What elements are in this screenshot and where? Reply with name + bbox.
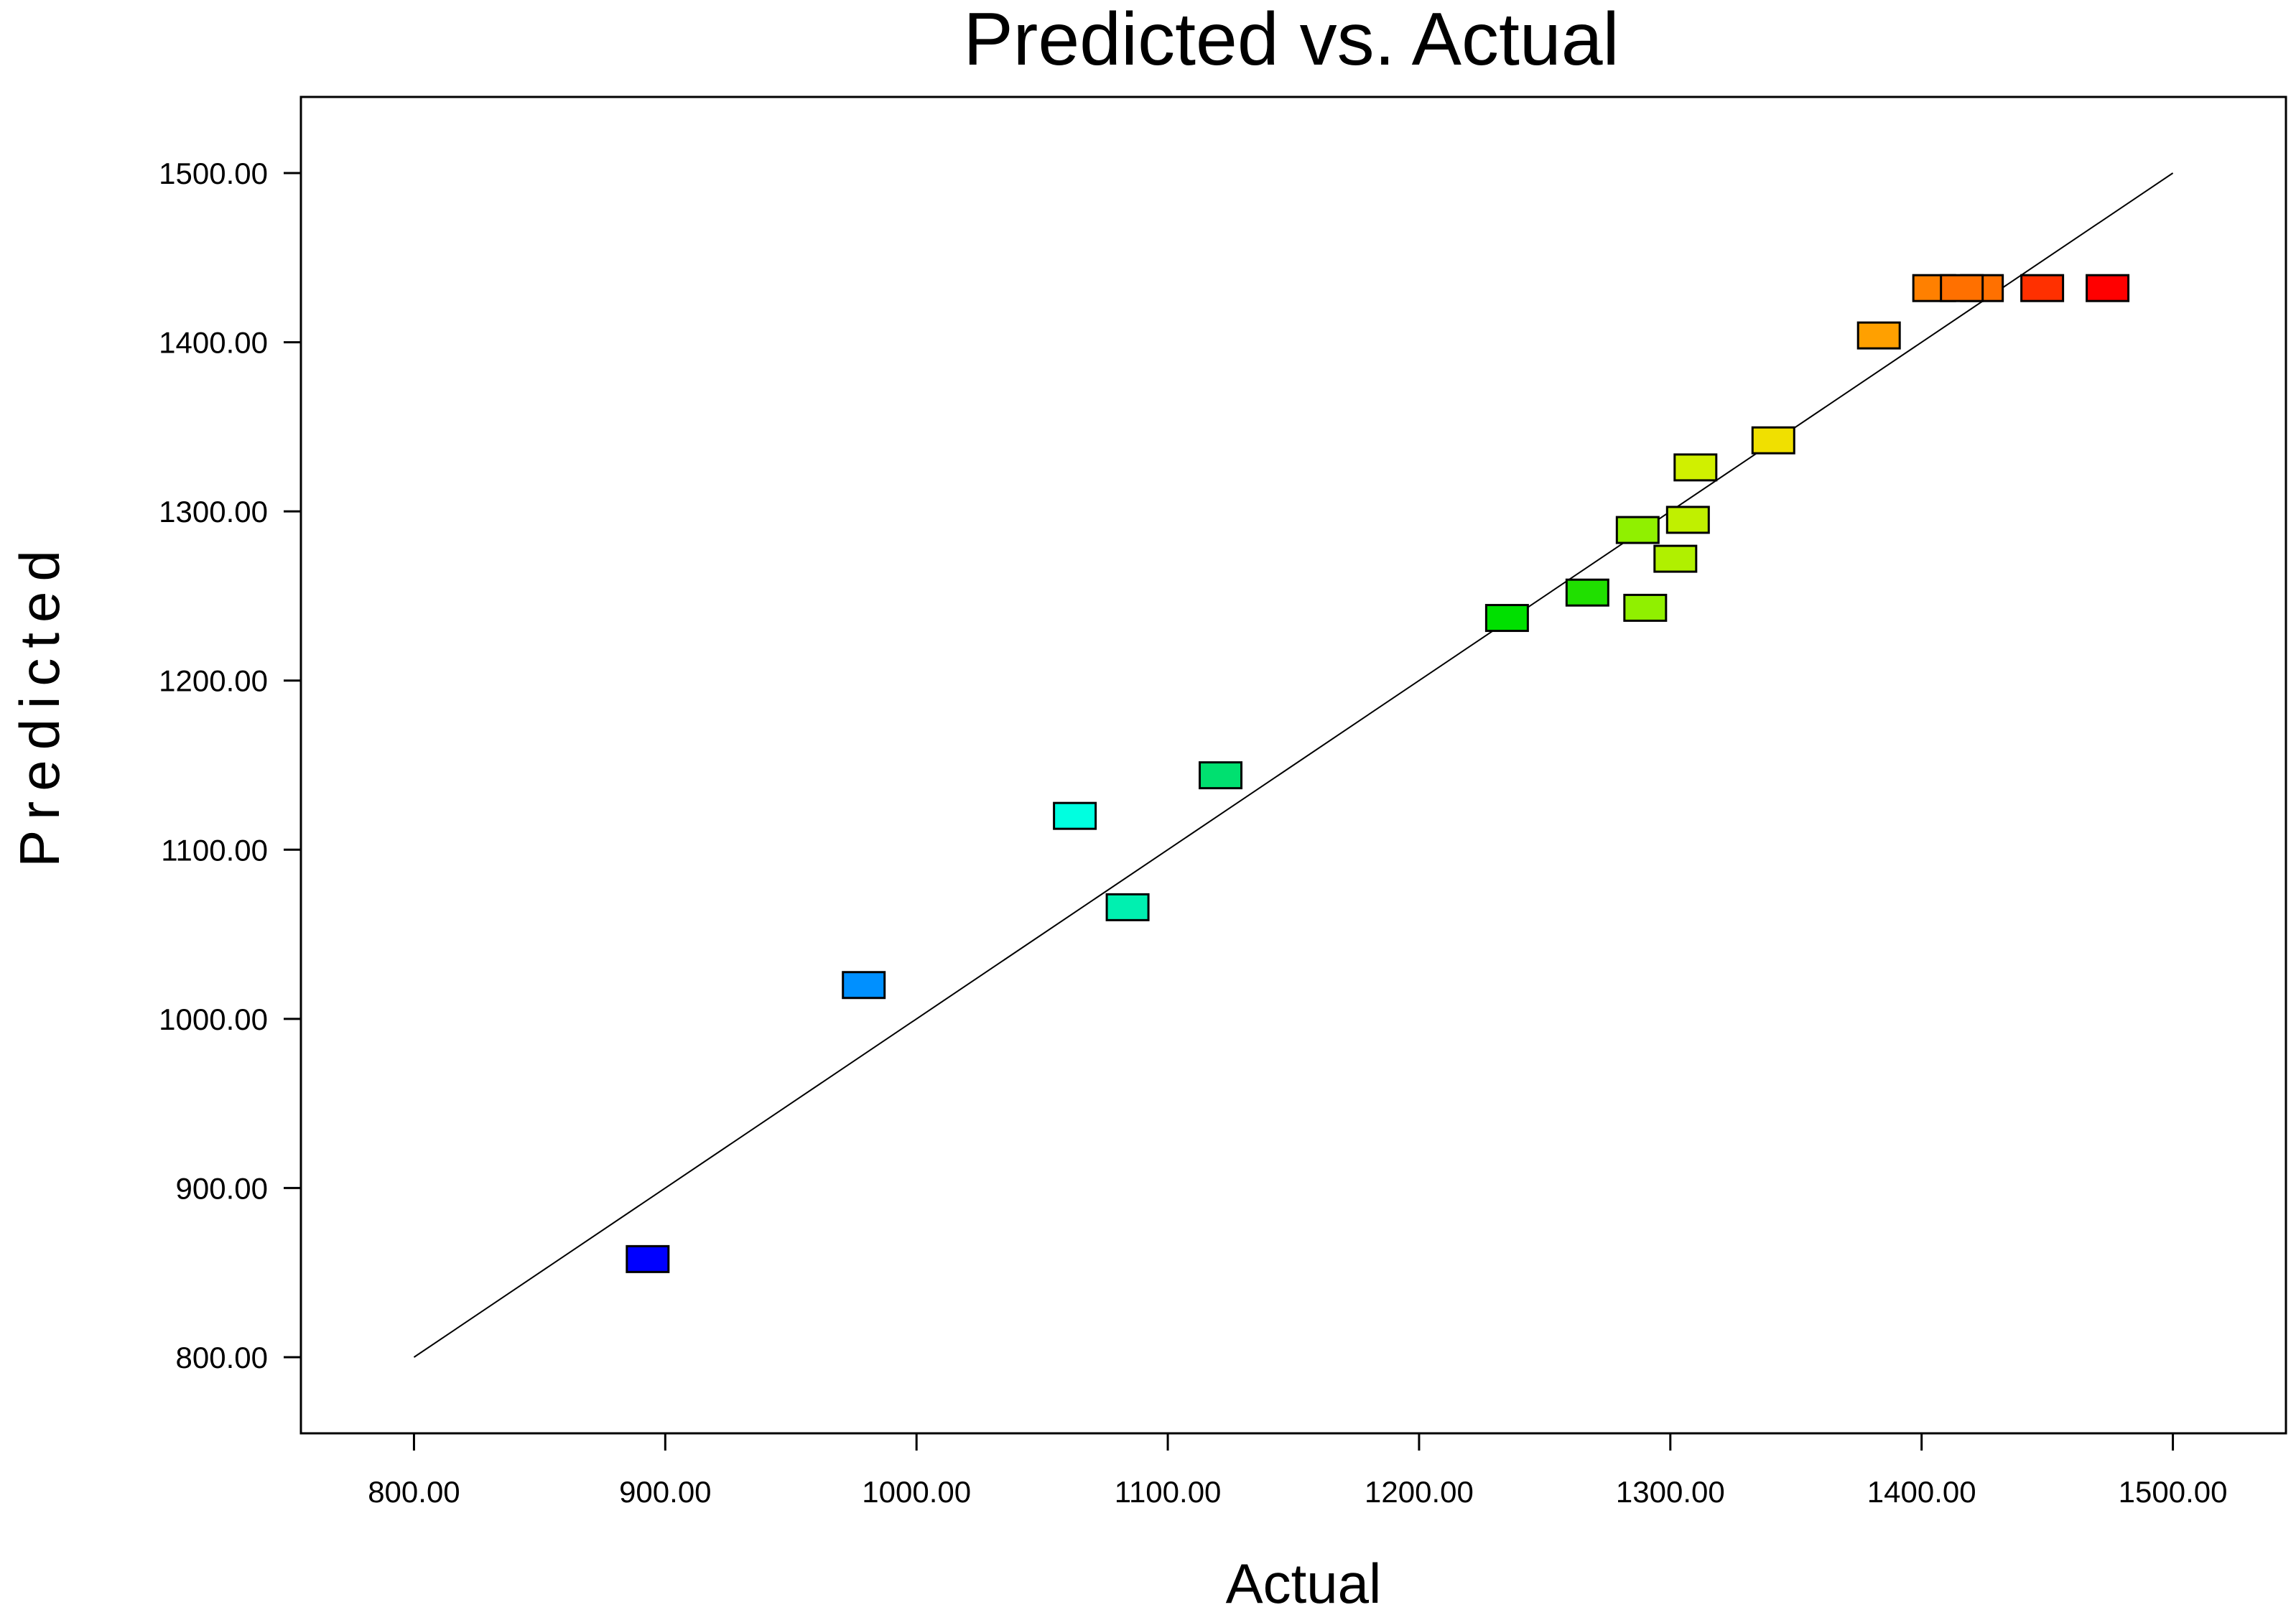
data-point [1653,544,1698,573]
data-point [2086,274,2130,302]
plot-area-frame [299,96,2287,1435]
x-tick-label: 800.00 [368,1475,460,1509]
data-point [1856,321,1901,350]
y-tick-label: 900.00 [176,1171,268,1205]
data-point [1199,761,1243,790]
data-point [1665,506,1710,534]
y-tick-label: 1000.00 [159,1002,268,1036]
x-tick-label: 1300.00 [1616,1475,1725,1509]
data-point [1565,578,1609,607]
y-tick-label: 1300.00 [159,495,268,529]
x-tick-label: 1400.00 [1867,1475,1976,1509]
data-point [1940,274,1984,302]
data-point [2020,274,2065,302]
data-point [1053,801,1097,830]
x-axis: 800.00 900.00 1000.00 1100.00 1200.00 1300.00… [368,1433,2227,1509]
data-point [1751,426,1795,455]
data-point [1484,604,1529,633]
y-tick-label: 1400.00 [159,326,268,360]
x-tick-label: 1500.00 [2119,1475,2228,1509]
x-axis-label: Actual [1226,1552,1382,1611]
x-tick-label: 1100.00 [1115,1475,1222,1509]
x-tick-label: 900.00 [619,1475,711,1509]
data-point [1615,516,1660,544]
x-tick-label: 1000.00 [862,1475,971,1509]
y-tick-label: 1200.00 [159,664,268,698]
reference-line [413,172,2174,1358]
x-tick-label: 1200.00 [1365,1475,1474,1509]
y-tick-label: 1100.00 [161,833,268,867]
data-points-group [626,274,2130,1273]
data-point [1623,593,1668,622]
chart-title: Predicted vs. Actual [963,0,1619,81]
data-point [626,1244,670,1273]
y-tick-label: 1500.00 [159,157,268,190]
y-axis: 800.00 900.00 1000.00 1100.00 1200.00 1300.00… [159,157,301,1374]
reference-line-group [413,172,2174,1358]
data-point [1105,893,1150,921]
data-point [1673,453,1718,482]
data-point [842,971,886,1000]
y-axis-label: Predicted [8,540,71,867]
y-tick-label: 800.00 [176,1341,268,1374]
